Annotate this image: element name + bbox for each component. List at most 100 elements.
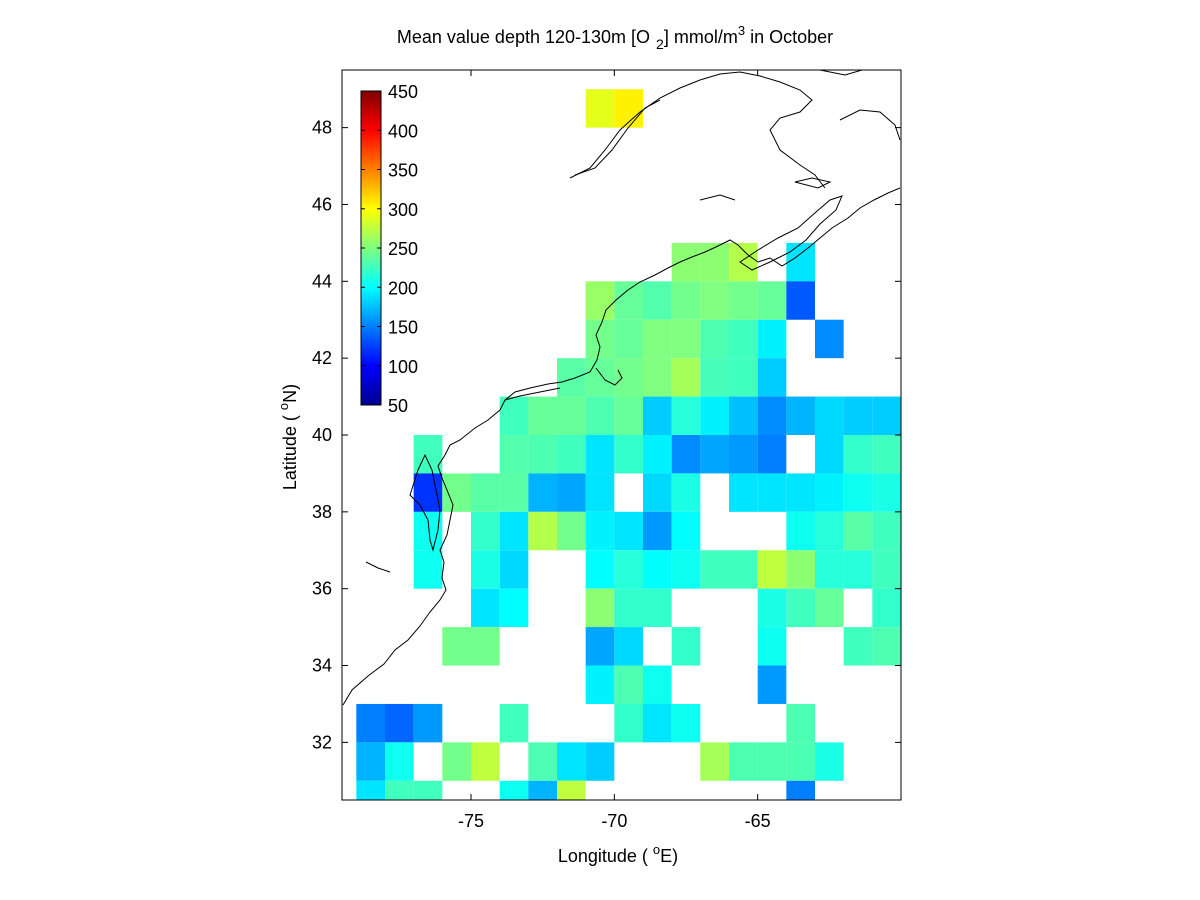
heatmap-cell [585, 396, 615, 435]
heatmap-cell [643, 550, 672, 589]
heatmap-cell [786, 511, 815, 551]
heatmap-cell [786, 281, 815, 320]
heatmap-cell [700, 281, 729, 320]
heatmap-cell [643, 511, 672, 551]
heatmap-cell [643, 396, 672, 435]
heatmap-cell [757, 281, 787, 320]
heatmap-cell [557, 742, 586, 781]
heatmap-cell [614, 358, 643, 397]
heatmap-cell [671, 627, 701, 666]
coastline-main [342, 187, 901, 706]
heatmap-cell [643, 281, 672, 320]
heatmap-cell [614, 396, 643, 435]
heatmap-cell [528, 473, 557, 512]
heatmap-cell [471, 473, 500, 512]
y-tick-label: 44 [312, 271, 332, 291]
heatmap-cell [815, 511, 844, 551]
coastline-map [342, 69, 901, 706]
y-tick-label: 36 [312, 579, 332, 599]
coastline-nova-scotia [739, 195, 843, 271]
coastline-anticosti [699, 194, 736, 201]
heatmap-cell [843, 511, 873, 551]
heatmap-cell [786, 780, 815, 800]
heatmap-cell [614, 627, 643, 666]
heatmap-cell [872, 511, 901, 551]
heatmap-cell [614, 703, 643, 743]
heatmap-cell [671, 242, 701, 282]
heatmap-cell [585, 588, 615, 628]
heatmap-cell [815, 319, 844, 359]
heatmap-cell [499, 780, 529, 800]
heatmap-cell [413, 703, 443, 743]
x-tick-label: -70 [601, 811, 627, 831]
heatmap-cell [528, 742, 557, 781]
heatmap-cells [356, 89, 901, 800]
heatmap-cell [557, 435, 586, 474]
heatmap-cell [700, 550, 729, 589]
x-axis-label: Longitude ( oE) [558, 842, 678, 866]
colorbar: 450 400 350 300 250 200 150 100 50 [360, 82, 418, 416]
heatmap-cell [757, 435, 787, 474]
heatmap-cell [729, 281, 758, 320]
colorbar-tick-label: 100 [388, 357, 418, 377]
heatmap-cell [843, 627, 873, 666]
heatmap-cell [671, 703, 701, 743]
heatmap-cell [585, 742, 615, 781]
coastline-cape-cod [595, 367, 623, 386]
heatmap-cell [356, 703, 385, 743]
colorbar-tick-label: 400 [388, 121, 418, 141]
heatmap-cell [499, 396, 529, 435]
heatmap-cell [585, 281, 615, 320]
heatmap-cell [557, 358, 586, 397]
heatmap-cell [786, 742, 815, 781]
heatmap-cell [614, 435, 643, 474]
coastline-north [819, 69, 863, 76]
y-axis-label: Latitude ( oN) [276, 384, 300, 490]
heatmap-cell [729, 319, 758, 359]
heatmap-cell [471, 511, 500, 551]
heatmap-cell [557, 780, 586, 800]
heatmap-cell [671, 319, 701, 359]
heatmap-cell [499, 588, 529, 628]
heatmap-cell [757, 588, 787, 628]
heatmap-cell [413, 550, 443, 589]
heatmap-cell [700, 358, 729, 397]
heatmap-cell [528, 435, 557, 474]
heatmap-cell [729, 396, 758, 435]
heatmap-cell [471, 627, 500, 666]
coastline-estuary [409, 453, 441, 552]
heatmap-cell [585, 358, 615, 397]
heatmap-cell [700, 742, 729, 781]
heatmap-cell [442, 473, 471, 512]
x-axis: -75 -70 -65 [458, 70, 771, 831]
heatmap-cell [528, 780, 557, 800]
heatmap-cell [499, 550, 529, 589]
heatmap-cell [385, 703, 414, 743]
colorbar-tick-label: 200 [388, 278, 418, 298]
heatmap-cell [499, 473, 529, 512]
heatmap-cell [757, 742, 787, 781]
coastline-gulf-st-lawrence [569, 71, 826, 189]
heatmap-cell [757, 396, 787, 435]
heatmap-cell [786, 242, 815, 282]
heatmap-cell [614, 550, 643, 589]
heatmap-cell [671, 473, 701, 512]
heatmap-cell [872, 588, 901, 628]
heatmap-cell [872, 435, 901, 474]
heatmap-cell [757, 550, 787, 589]
heatmap-cell [385, 780, 414, 800]
heatmap-cell [643, 358, 672, 397]
heatmap-cell [815, 550, 844, 589]
heatmap-cell [643, 665, 672, 704]
heatmap-cell [585, 665, 615, 704]
heatmap-cell [815, 435, 844, 474]
heatmap-cell [843, 396, 873, 435]
coastline-small-island [365, 561, 391, 573]
heatmap-cell [671, 281, 701, 320]
heatmap-cell [843, 473, 873, 512]
heatmap-cell [700, 242, 729, 282]
heatmap-cell [643, 588, 672, 628]
heatmap-cell [757, 319, 787, 359]
heatmap-cell [643, 435, 672, 474]
heatmap-cell [671, 550, 701, 589]
